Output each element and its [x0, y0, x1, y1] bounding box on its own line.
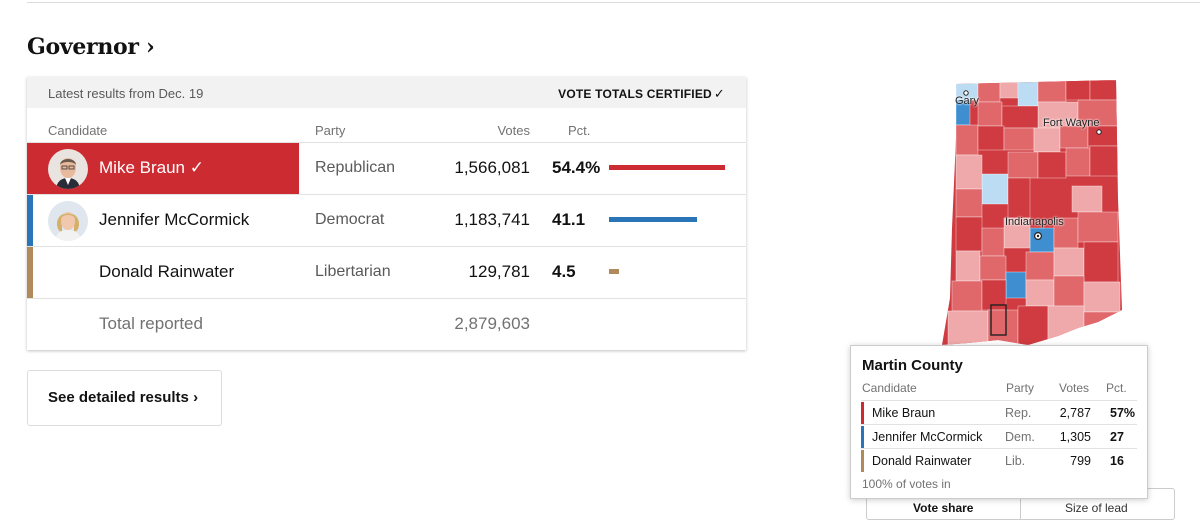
avatar-mccormick — [48, 201, 88, 241]
vote-share-bar — [609, 217, 697, 222]
candidate-votes: 1,183,741 — [454, 210, 530, 229]
candidate-name: Jennifer McCormick — [99, 210, 250, 229]
results-table: Latest results from Dec. 19 VOTE TOTALS … — [27, 77, 746, 350]
tooltip-col-party: Party — [1006, 381, 1035, 395]
results-header-bar: Latest results from Dec. 19 VOTE TOTALS … — [27, 77, 746, 108]
vote-share-bar — [609, 269, 619, 274]
county-marion — [1029, 227, 1055, 253]
column-header-party: Party — [315, 123, 346, 138]
size-of-lead-label: Size of lead — [1065, 501, 1128, 515]
candidate-party: Libertarian — [315, 263, 391, 280]
race-title-link[interactable]: Governor › — [27, 34, 155, 60]
party-color-edge — [27, 247, 33, 299]
column-header-candidate: Candidate — [48, 123, 108, 138]
tooltip-party: Dem. — [1005, 430, 1035, 444]
tooltip-votes: 799 — [1070, 454, 1091, 468]
tooltip-pct: 57% — [1110, 406, 1136, 420]
tooltip-col-candidate: Candidate — [862, 381, 917, 395]
tooltip-row: Jennifer McCormick Dem. 1,305 27 — [861, 424, 1137, 449]
column-header-votes: Votes — [497, 123, 530, 138]
party-swatch — [861, 402, 864, 424]
tooltip-votes: 1,305 — [1059, 430, 1091, 444]
candidate-row-rainwater: Donald Rainwater Libertarian 129,781 4.5 — [27, 246, 746, 299]
party-swatch — [861, 426, 864, 448]
tooltip-col-votes: Votes — [1059, 381, 1090, 395]
tooltip-pct: 27 — [1110, 430, 1124, 444]
county-map[interactable]: Gary Fort Wayne Indianapolis — [938, 78, 1123, 345]
latest-results-text: Latest results from Dec. 19 — [48, 86, 204, 101]
party-color-edge — [27, 195, 33, 247]
column-header-pct: Pct. — [568, 123, 591, 138]
tooltip-candidate: Jennifer McCormick — [872, 430, 983, 444]
candidate-row-braun: Mike Braun ✓ Republican 1,566,081 54.4% — [27, 142, 746, 195]
tooltip-votes: 2,787 — [1059, 406, 1091, 420]
vote-share-label: Vote share — [913, 501, 974, 515]
avatar-braun — [48, 149, 88, 189]
candidate-name: Mike Braun ✓ — [99, 158, 204, 177]
city-label-indianapolis: Indianapolis — [1005, 216, 1064, 228]
see-detailed-results-button[interactable]: See detailed results › — [27, 370, 222, 426]
candidate-votes: 129,781 — [468, 262, 530, 281]
candidate-name: Donald Rainwater — [99, 262, 235, 281]
total-row: Total reported 2,879,603 — [27, 298, 746, 351]
candidate-party: Democrat — [315, 211, 385, 228]
tooltip-party: Lib. — [1005, 454, 1026, 468]
tooltip-county-name: Martin County — [862, 357, 963, 374]
total-votes: 2,879,603 — [454, 314, 530, 333]
see-detailed-results-label: See detailed results › — [48, 389, 199, 406]
total-label: Total reported — [99, 314, 203, 333]
candidate-votes: 1,566,081 — [454, 158, 530, 177]
tooltip-col-pct: Pct. — [1106, 381, 1127, 395]
certified-label: VOTE TOTALS CERTIFIED — [558, 87, 712, 101]
vote-share-bar — [609, 165, 725, 170]
tooltip-candidate: Donald Rainwater — [872, 454, 972, 468]
county-tooltip: Martin County Candidate Party Votes Pct.… — [850, 345, 1148, 499]
tooltip-party: Rep. — [1005, 406, 1032, 420]
tooltip-candidate: Mike Braun — [872, 406, 936, 420]
certified-badge: VOTE TOTALS CERTIFIED ✓ — [558, 86, 725, 102]
tooltip-pct: 16 — [1110, 454, 1124, 468]
candidate-pct: 54.4% — [552, 158, 601, 177]
city-label-fort-wayne: Fort Wayne — [1043, 117, 1100, 129]
check-icon: ✓ — [713, 86, 725, 101]
winner-highlight: Mike Braun ✓ — [27, 143, 299, 194]
winner-check-icon: ✓ — [189, 158, 204, 177]
tooltip-row: Mike Braun Rep. 2,787 57% — [861, 400, 1137, 425]
candidate-pct: 41.1 — [552, 210, 586, 229]
candidate-pct: 4.5 — [552, 262, 576, 281]
tooltip-footer: 100% of votes in — [862, 477, 951, 491]
city-label-gary: Gary — [955, 95, 979, 107]
highlighted-county-outline — [990, 304, 1007, 336]
candidate-party: Republican — [315, 159, 396, 176]
top-divider — [27, 2, 1200, 3]
tooltip-row: Donald Rainwater Lib. 799 16 — [861, 448, 1137, 473]
party-swatch — [861, 450, 864, 472]
candidate-row-mccormick: Jennifer McCormick Democrat 1,183,741 41… — [27, 194, 746, 247]
